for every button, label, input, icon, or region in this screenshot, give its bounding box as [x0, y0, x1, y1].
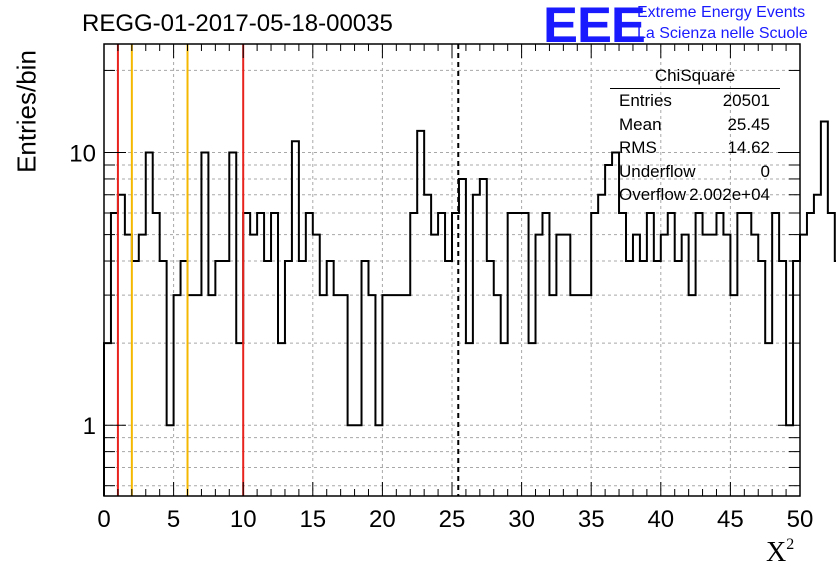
- y-tick-label: 1: [83, 413, 96, 440]
- stats-row-overflow: Overflow 2.002e+04: [619, 185, 770, 204]
- x-tick-label: 30: [508, 506, 535, 533]
- chart-title: REGG-01-2017-05-18-00035: [82, 10, 393, 37]
- x-tick-label: 25: [439, 506, 466, 533]
- y-tick-label: 10: [69, 141, 96, 168]
- stats-row-underflow: Underflow 0: [619, 161, 770, 181]
- stats-box-title: ChiSquare: [654, 66, 736, 85]
- x-tick-label: 10: [230, 506, 257, 533]
- logo-text-line1: Extreme Energy Events: [637, 4, 806, 21]
- x-tick-label: 5: [167, 506, 180, 533]
- x-tick-label: 35: [578, 506, 605, 533]
- y-axis-label: Entries/bin: [11, 50, 42, 173]
- stats-box-divider: [610, 88, 780, 89]
- x-axis-label: X2: [766, 536, 795, 568]
- x-tick-label: 15: [299, 506, 326, 533]
- x-tick-label: 20: [369, 506, 396, 533]
- stats-row-entries: Entries 20501: [619, 91, 770, 110]
- x-tick-label: 45: [717, 506, 744, 533]
- stats-row-rms: RMS 14.62: [619, 138, 770, 157]
- stats-box: ChiSquare Entries 20501 Mean 25.45 RMS 14.6…: [610, 66, 780, 209]
- logo-text-line2: La Scienza nelle Scuole: [637, 25, 808, 42]
- x-tick-label: 40: [647, 506, 674, 533]
- x-tick-label: 0: [97, 506, 110, 533]
- eee-logo-mark: EEE: [543, 0, 646, 53]
- stats-row-mean: Mean 25.45: [619, 114, 770, 134]
- x-tick-label: 50: [787, 506, 814, 533]
